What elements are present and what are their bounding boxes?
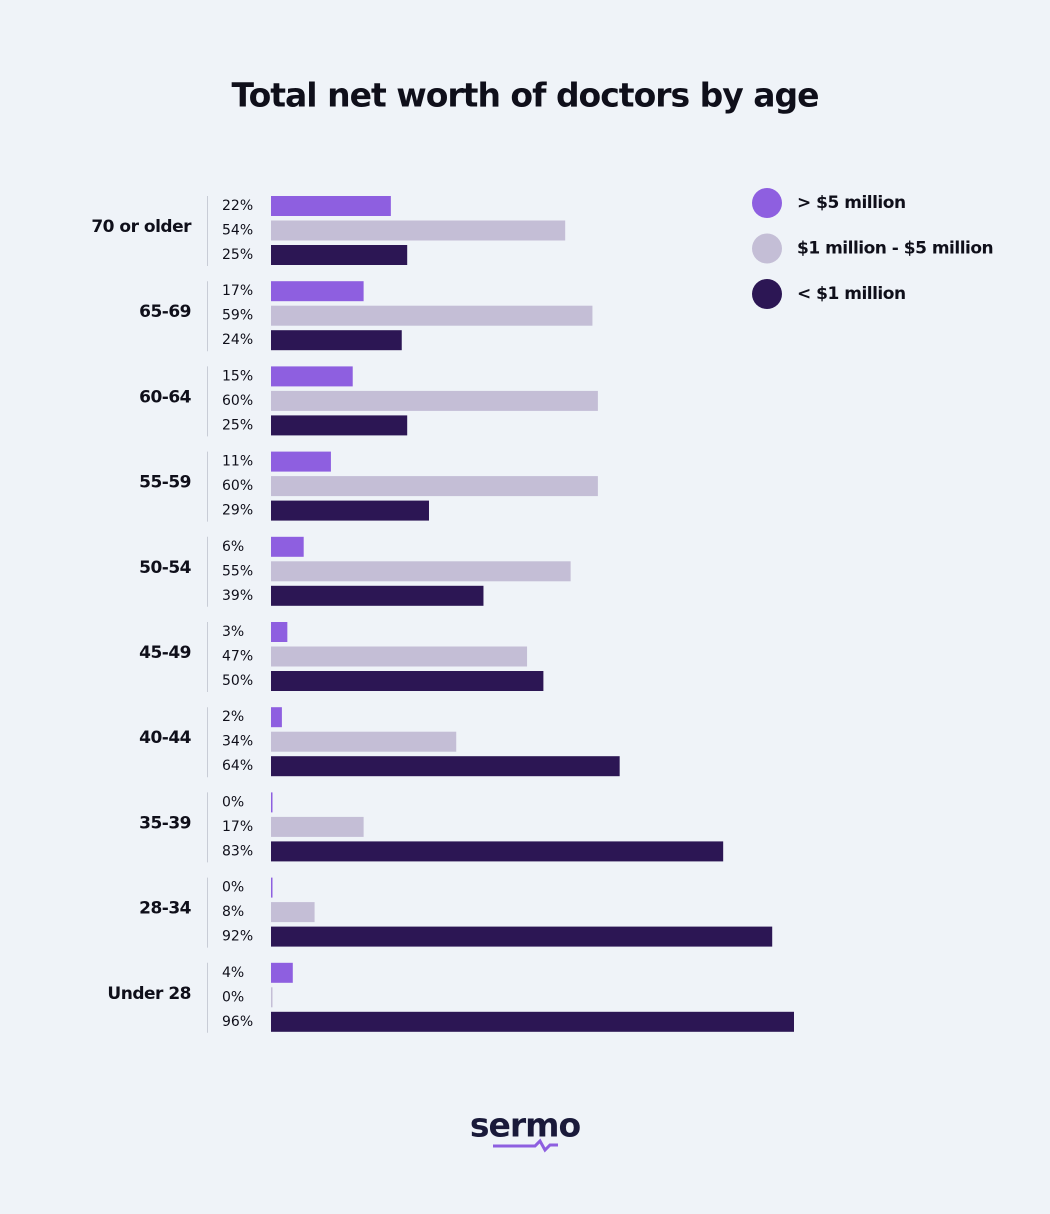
legend-label: $1 million - $5 million bbox=[797, 239, 993, 259]
bar bbox=[271, 476, 598, 497]
logo-swoosh bbox=[493, 1138, 558, 1153]
bar bbox=[271, 305, 593, 326]
legend-label: < $1 million bbox=[797, 284, 906, 304]
bar bbox=[271, 707, 282, 728]
category-label: 60-64 bbox=[139, 387, 192, 407]
value-label: 17% bbox=[222, 819, 253, 835]
bar bbox=[271, 220, 566, 241]
value-label: 96% bbox=[222, 1014, 253, 1030]
value-label: 22% bbox=[222, 198, 253, 214]
bar bbox=[271, 816, 364, 837]
value-label: 24% bbox=[222, 332, 253, 348]
value-label: 83% bbox=[222, 843, 253, 859]
bar bbox=[271, 500, 429, 521]
value-label: 11% bbox=[222, 454, 253, 470]
bar bbox=[271, 962, 293, 983]
value-label: 55% bbox=[222, 563, 253, 579]
category-label: 50-54 bbox=[139, 558, 192, 578]
value-label: 60% bbox=[222, 478, 253, 494]
value-label: 0% bbox=[222, 989, 244, 1005]
category-label: 45-49 bbox=[139, 643, 191, 663]
category-label: Under 28 bbox=[107, 984, 191, 1004]
bar bbox=[271, 1011, 794, 1032]
value-label: 17% bbox=[222, 283, 253, 299]
legend-label: > $5 million bbox=[797, 193, 906, 213]
bar bbox=[271, 792, 273, 813]
bar bbox=[271, 366, 353, 387]
bar bbox=[271, 536, 304, 557]
value-label: 54% bbox=[222, 223, 253, 239]
bar bbox=[271, 877, 273, 898]
value-label: 6% bbox=[222, 539, 244, 555]
value-label: 0% bbox=[222, 794, 244, 810]
bar bbox=[271, 245, 408, 265]
value-label: 92% bbox=[222, 929, 253, 945]
category-label: 55-59 bbox=[139, 473, 191, 493]
bar bbox=[271, 561, 571, 582]
value-label: 29% bbox=[222, 503, 253, 519]
logo: sermo bbox=[470, 1106, 581, 1145]
bar bbox=[271, 196, 391, 216]
value-label: 2% bbox=[222, 709, 244, 725]
bar bbox=[271, 671, 544, 691]
bar bbox=[271, 330, 402, 351]
bar bbox=[271, 926, 773, 947]
bar bbox=[271, 585, 484, 606]
category-label: 28-34 bbox=[139, 899, 192, 919]
category-label: 65-69 bbox=[139, 302, 191, 322]
bar bbox=[271, 756, 620, 777]
value-label: 25% bbox=[222, 417, 253, 433]
bar bbox=[271, 987, 273, 1008]
bar bbox=[271, 390, 598, 411]
bar bbox=[271, 902, 315, 923]
value-label: 25% bbox=[222, 247, 253, 263]
value-label: 8% bbox=[222, 904, 244, 920]
bar bbox=[271, 622, 288, 642]
category-label: 35-39 bbox=[139, 813, 191, 833]
bar bbox=[271, 415, 408, 436]
category-label: 70 or older bbox=[91, 217, 192, 237]
value-label: 3% bbox=[222, 624, 244, 640]
value-label: 64% bbox=[222, 758, 253, 774]
bar bbox=[271, 451, 331, 472]
chart-title: Total net worth of doctors by age bbox=[231, 76, 818, 115]
bar bbox=[271, 731, 457, 752]
legend-swatch bbox=[752, 188, 782, 218]
bar bbox=[271, 841, 724, 862]
value-label: 34% bbox=[222, 734, 253, 750]
bar bbox=[271, 646, 528, 667]
value-label: 47% bbox=[222, 649, 253, 665]
legend-swatch bbox=[752, 233, 782, 264]
value-label: 39% bbox=[222, 588, 253, 604]
bar bbox=[271, 281, 364, 302]
legend-swatch bbox=[752, 279, 782, 309]
value-label: 15% bbox=[222, 368, 253, 384]
value-label: 60% bbox=[222, 393, 253, 409]
category-label: 40-44 bbox=[139, 728, 192, 748]
value-label: 4% bbox=[222, 965, 244, 981]
value-label: 0% bbox=[222, 880, 244, 896]
value-label: 50% bbox=[222, 673, 253, 689]
value-label: 59% bbox=[222, 308, 253, 324]
